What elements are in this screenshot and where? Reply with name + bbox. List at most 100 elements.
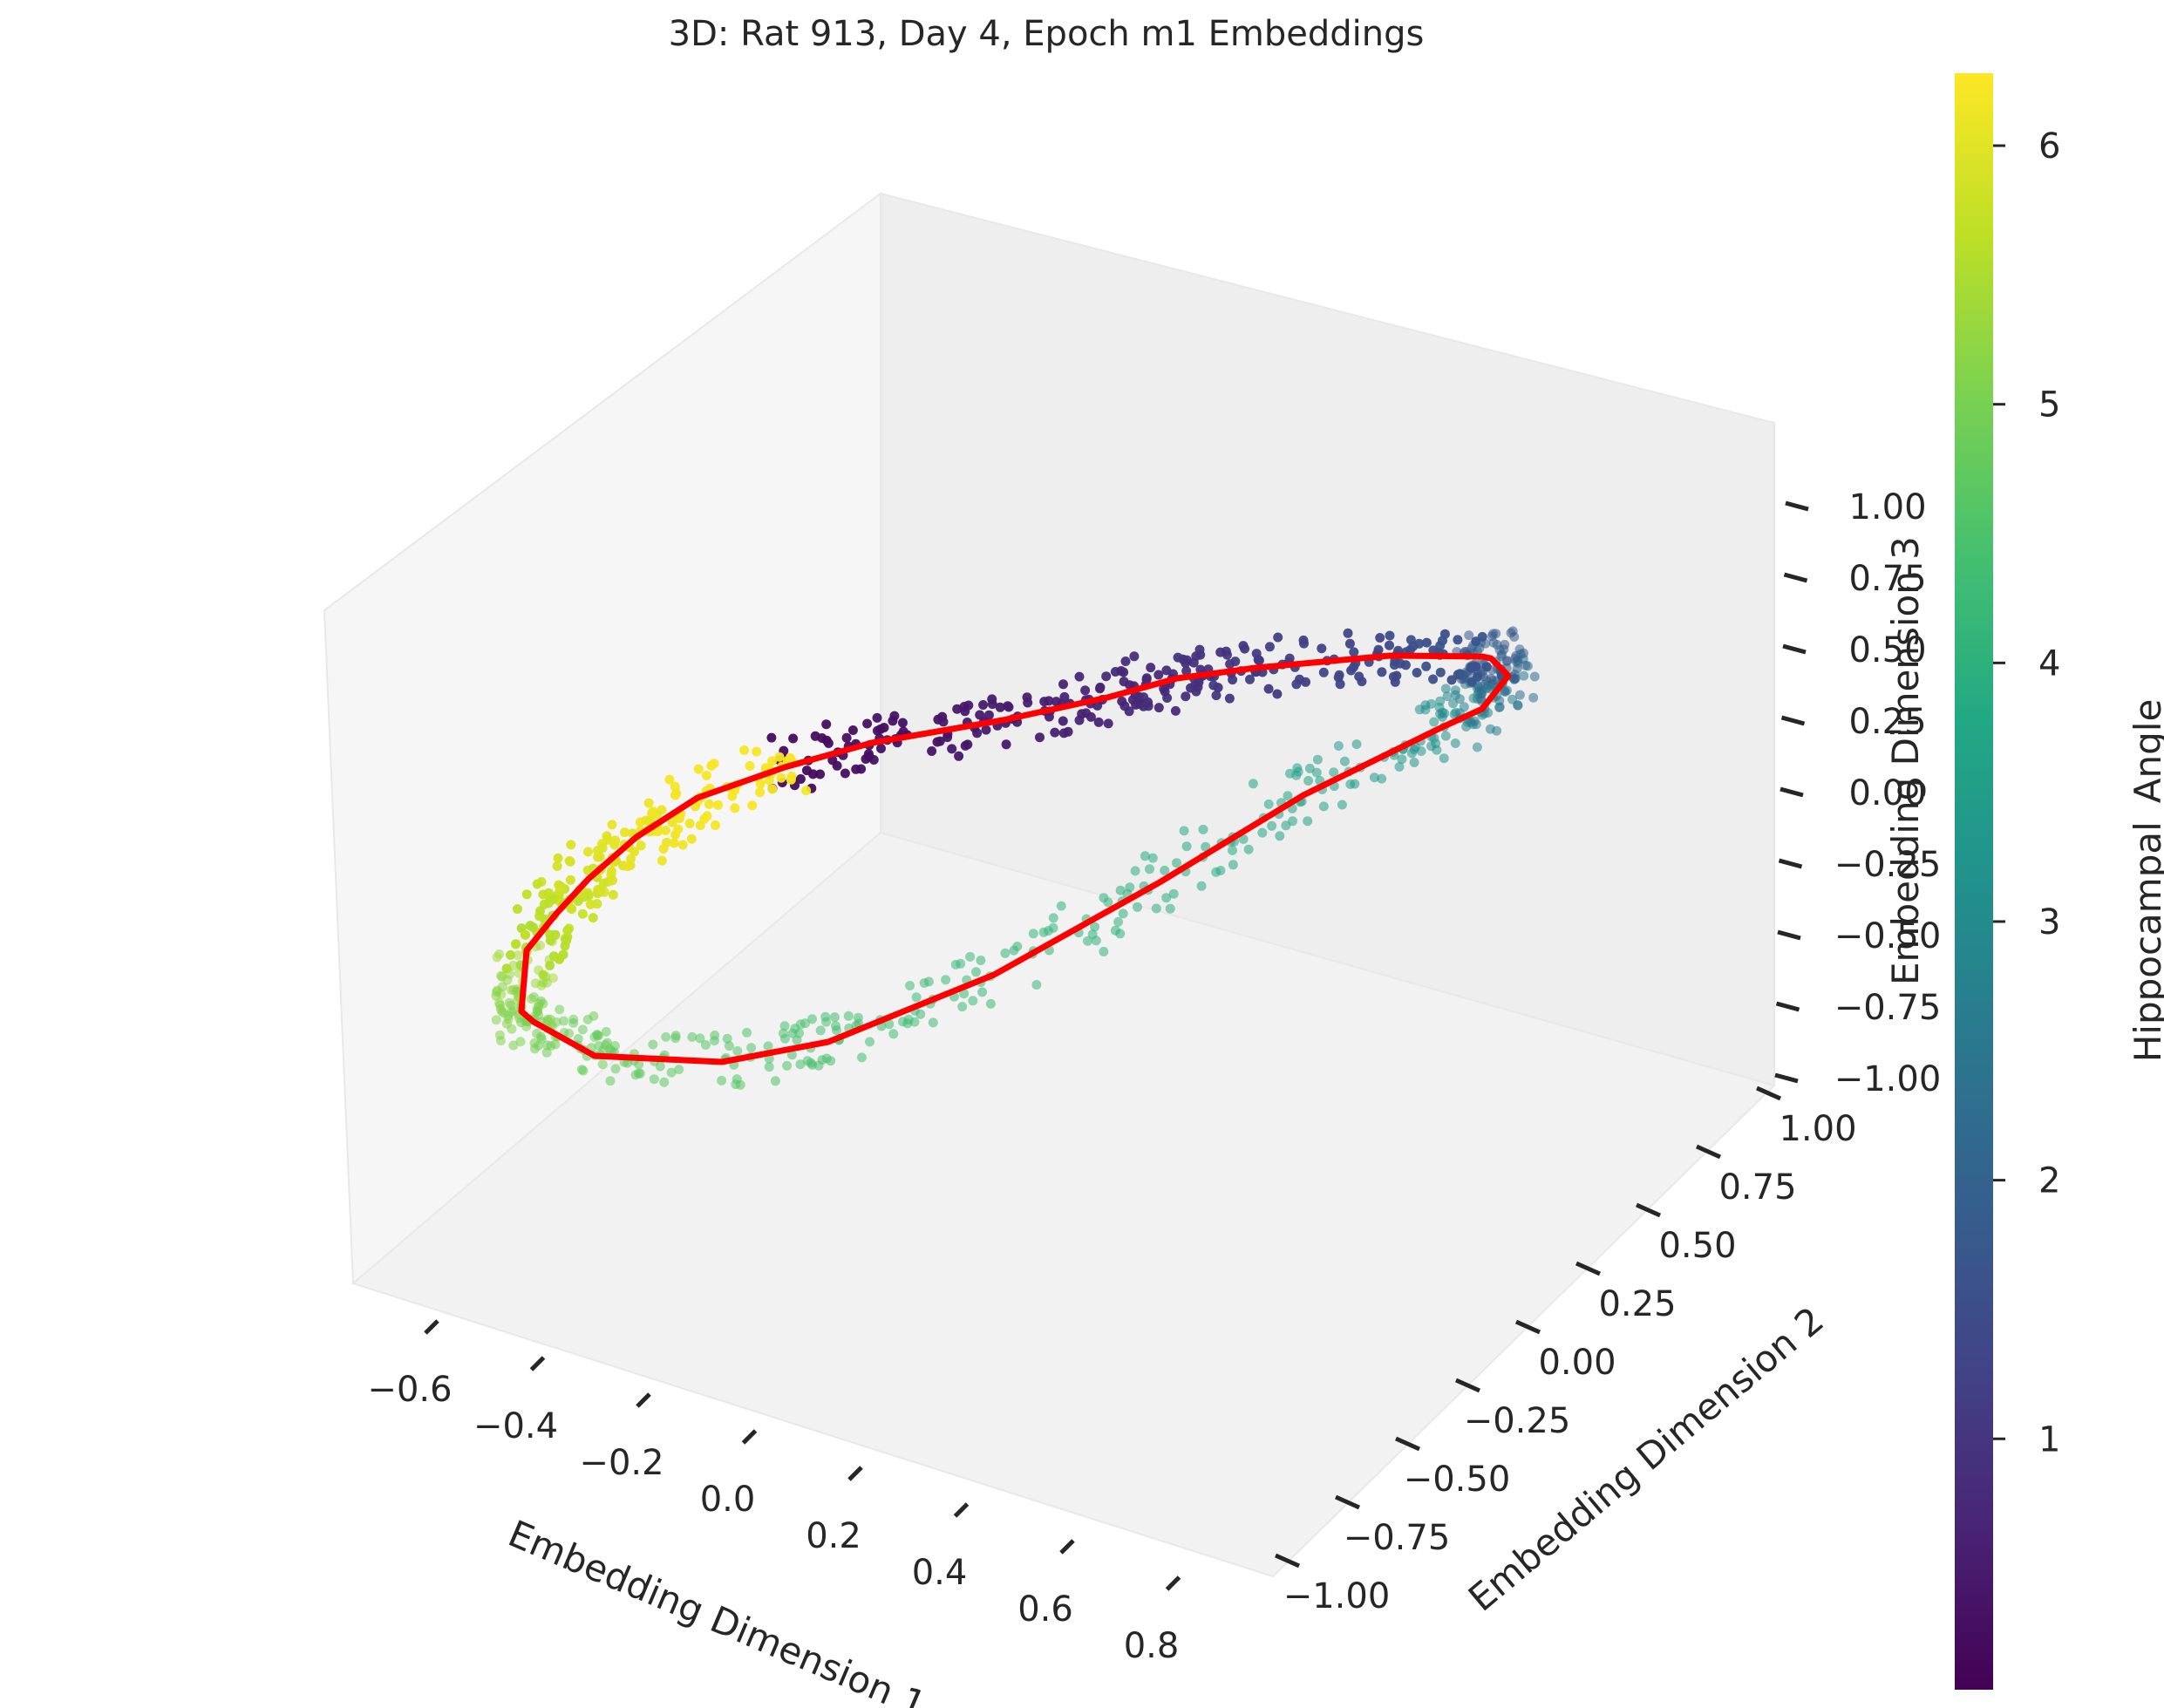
scatter-point [1059, 691, 1070, 702]
x-tick-labels: −0.6 −0.4 −0.2 0.0 0.2 0.4 0.6 0.8 [367, 1370, 1179, 1666]
scatter-point [658, 844, 669, 854]
scatter-point [1119, 667, 1129, 677]
scatter-point [722, 1033, 732, 1044]
scatter-point [521, 889, 532, 900]
x-tick-mark [1165, 1575, 1181, 1591]
scatter-point [1208, 680, 1219, 691]
scatter-point [623, 861, 633, 872]
scatter-point [538, 970, 548, 980]
scatter-point [1487, 631, 1497, 642]
scatter-point [661, 1031, 671, 1042]
scatter-point [548, 895, 558, 905]
scatter-point [532, 1028, 542, 1038]
scatter-point [1473, 682, 1484, 691]
scatter-point [1095, 682, 1106, 692]
scatter-point [545, 1014, 555, 1024]
scatter-point [1245, 674, 1255, 684]
scatter-point [745, 761, 755, 771]
scatter-point [535, 941, 546, 950]
scatter-point [755, 787, 766, 798]
x-tick-mark [636, 1392, 651, 1408]
scatter-point [513, 950, 523, 961]
scatter-point [577, 1024, 588, 1035]
scatter-point [1429, 717, 1439, 727]
scatter-point [1412, 668, 1422, 677]
scatter-point [808, 769, 818, 779]
scatter-point [774, 752, 785, 762]
scatter-point [1188, 657, 1199, 668]
z-tick-mark [1777, 929, 1801, 941]
scatter-point [1528, 692, 1539, 703]
scatter-point [1263, 799, 1274, 809]
scatter-point [608, 875, 617, 886]
scatter-point [521, 929, 531, 940]
scatter-point [875, 724, 886, 734]
scatter-point [1023, 697, 1033, 708]
scatter-point [1058, 679, 1068, 690]
scatter-point [1435, 667, 1446, 677]
y-tick-label: −1.00 [1283, 1576, 1391, 1616]
scatter-point [995, 702, 1005, 712]
scatter-point [565, 874, 575, 885]
scatter-point [1160, 865, 1170, 875]
scatter-point [1099, 947, 1109, 956]
z-tick-mark [1778, 858, 1803, 869]
scatter-point [649, 1074, 659, 1085]
scatter-point [956, 958, 966, 969]
scatter-point [786, 1050, 797, 1060]
y-tick-label: 0.25 [1598, 1284, 1676, 1324]
scatter-point [1519, 670, 1529, 681]
scatter-point [1481, 683, 1492, 693]
scatter-point [1263, 684, 1274, 694]
scatter-point [1153, 703, 1164, 713]
scatter-point [1344, 638, 1355, 649]
scatter-point [1473, 671, 1482, 682]
z-tick-label: 0.25 [1848, 702, 1926, 742]
scatter-point [957, 1002, 968, 1012]
scatter-point [701, 771, 711, 780]
scatter-point [1196, 881, 1207, 891]
scatter-point [1351, 739, 1362, 750]
scatter-point [1110, 925, 1120, 936]
scatter-point [1394, 762, 1405, 772]
scatter-point [1103, 718, 1113, 729]
scatter-point [977, 987, 988, 997]
scatter-point [1118, 908, 1128, 919]
y-tick-mark [1274, 1553, 1301, 1569]
x-axis-label: Embedding Dimension 1 [502, 1512, 932, 1708]
scatter-point [643, 798, 654, 808]
scatter-point [1181, 691, 1191, 702]
scatter-point [1440, 684, 1451, 694]
scatter-point [501, 963, 512, 974]
scatter-point [795, 1059, 806, 1070]
scatter-point [706, 760, 717, 771]
scatter-point [1349, 662, 1359, 672]
z-tick-label: −0.50 [1834, 916, 1942, 956]
z-tick-label: 1.00 [1848, 487, 1926, 527]
scatter-point [829, 1012, 840, 1023]
scatter-point [732, 1046, 743, 1056]
scatter-point [1392, 670, 1402, 681]
scatter-point [626, 854, 636, 864]
scatter-point [1194, 644, 1205, 655]
scatter-point [1450, 738, 1460, 748]
scatter-point [1048, 913, 1058, 923]
x-tick-mark [424, 1319, 439, 1335]
scatter-point [1198, 824, 1208, 834]
scatter-point [1414, 638, 1425, 649]
scatter-point [595, 884, 606, 895]
y-tick-label: −0.50 [1404, 1460, 1511, 1500]
z-tick-mark [1785, 500, 1809, 512]
scatter-point [862, 718, 873, 729]
scatter-point [1058, 716, 1068, 726]
y-tick-mark [1575, 1261, 1602, 1276]
x-tick-mark [741, 1429, 758, 1445]
scatter-point [746, 1043, 757, 1053]
y-tick-label: 0.50 [1658, 1226, 1736, 1266]
scatter-point [1139, 701, 1148, 711]
scatter-point [1267, 820, 1277, 831]
scatter-point [686, 834, 697, 844]
scatter-point [782, 1060, 793, 1071]
scatter-point [1377, 773, 1387, 784]
z-tick-label: −0.75 [1834, 988, 1942, 1028]
